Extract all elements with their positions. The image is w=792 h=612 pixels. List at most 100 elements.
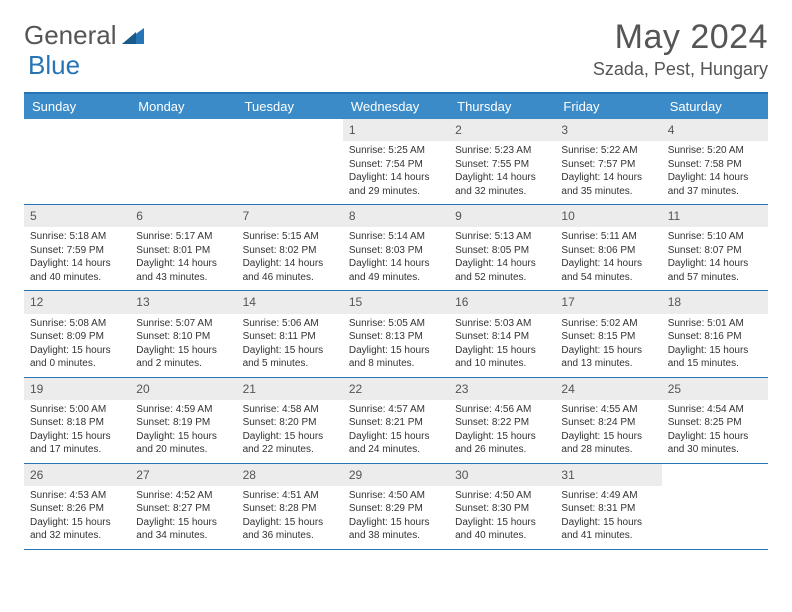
day-cell: 23Sunrise: 4:56 AMSunset: 8:22 PMDayligh… xyxy=(449,378,555,463)
sunset: Sunset: 8:18 PM xyxy=(30,416,124,430)
sunset: Sunset: 8:21 PM xyxy=(349,416,443,430)
day-body: Sunrise: 4:54 AMSunset: 8:25 PMDaylight:… xyxy=(662,400,768,463)
sunrise: Sunrise: 5:01 AM xyxy=(668,317,762,331)
dow-wed: Wednesday xyxy=(343,94,449,119)
sunset: Sunset: 7:59 PM xyxy=(30,244,124,258)
day-cell: 17Sunrise: 5:02 AMSunset: 8:15 PMDayligh… xyxy=(555,291,661,376)
sunrise: Sunrise: 4:49 AM xyxy=(561,489,655,503)
daylight: Daylight: 15 hours and 15 minutes. xyxy=(668,344,762,371)
day-number: 25 xyxy=(662,378,768,400)
sunrise: Sunrise: 4:54 AM xyxy=(668,403,762,417)
day-body: Sunrise: 5:00 AMSunset: 8:18 PMDaylight:… xyxy=(24,400,130,463)
daylight: Daylight: 14 hours and 57 minutes. xyxy=(668,257,762,284)
daylight: Daylight: 14 hours and 54 minutes. xyxy=(561,257,655,284)
logo-triangle-icon xyxy=(122,20,144,51)
sunrise: Sunrise: 5:22 AM xyxy=(561,144,655,158)
daylight: Daylight: 15 hours and 36 minutes. xyxy=(243,516,337,543)
daylight: Daylight: 15 hours and 10 minutes. xyxy=(455,344,549,371)
day-number xyxy=(24,119,130,125)
sunset: Sunset: 8:07 PM xyxy=(668,244,762,258)
sunrise: Sunrise: 5:14 AM xyxy=(349,230,443,244)
day-number: 23 xyxy=(449,378,555,400)
dow-fri: Friday xyxy=(555,94,661,119)
sunrise: Sunrise: 4:50 AM xyxy=(349,489,443,503)
day-body: Sunrise: 4:51 AMSunset: 8:28 PMDaylight:… xyxy=(237,486,343,549)
day-number: 21 xyxy=(237,378,343,400)
day-body: Sunrise: 5:01 AMSunset: 8:16 PMDaylight:… xyxy=(662,314,768,377)
logo-text-1: General xyxy=(24,20,117,51)
day-cell xyxy=(237,119,343,204)
daylight: Daylight: 14 hours and 43 minutes. xyxy=(136,257,230,284)
day-cell: 24Sunrise: 4:55 AMSunset: 8:24 PMDayligh… xyxy=(555,378,661,463)
daylight: Daylight: 15 hours and 24 minutes. xyxy=(349,430,443,457)
day-number: 3 xyxy=(555,119,661,141)
day-cell: 31Sunrise: 4:49 AMSunset: 8:31 PMDayligh… xyxy=(555,464,661,549)
day-body: Sunrise: 4:56 AMSunset: 8:22 PMDaylight:… xyxy=(449,400,555,463)
daylight: Daylight: 15 hours and 13 minutes. xyxy=(561,344,655,371)
sunrise: Sunrise: 4:50 AM xyxy=(455,489,549,503)
sunrise: Sunrise: 5:17 AM xyxy=(136,230,230,244)
daylight: Daylight: 15 hours and 32 minutes. xyxy=(30,516,124,543)
day-number xyxy=(662,464,768,470)
day-number: 5 xyxy=(24,205,130,227)
sunset: Sunset: 8:03 PM xyxy=(349,244,443,258)
daylight: Daylight: 15 hours and 41 minutes. xyxy=(561,516,655,543)
day-body: Sunrise: 5:08 AMSunset: 8:09 PMDaylight:… xyxy=(24,314,130,377)
day-body: Sunrise: 4:50 AMSunset: 8:30 PMDaylight:… xyxy=(449,486,555,549)
day-body: Sunrise: 5:07 AMSunset: 8:10 PMDaylight:… xyxy=(130,314,236,377)
sunset: Sunset: 8:15 PM xyxy=(561,330,655,344)
day-cell: 16Sunrise: 5:03 AMSunset: 8:14 PMDayligh… xyxy=(449,291,555,376)
day-body: Sunrise: 4:57 AMSunset: 8:21 PMDaylight:… xyxy=(343,400,449,463)
day-cell: 29Sunrise: 4:50 AMSunset: 8:29 PMDayligh… xyxy=(343,464,449,549)
day-body: Sunrise: 5:25 AMSunset: 7:54 PMDaylight:… xyxy=(343,141,449,204)
sunset: Sunset: 8:26 PM xyxy=(30,502,124,516)
daylight: Daylight: 14 hours and 37 minutes. xyxy=(668,171,762,198)
day-body: Sunrise: 5:23 AMSunset: 7:55 PMDaylight:… xyxy=(449,141,555,204)
sunrise: Sunrise: 5:25 AM xyxy=(349,144,443,158)
day-cell: 7Sunrise: 5:15 AMSunset: 8:02 PMDaylight… xyxy=(237,205,343,290)
sunrise: Sunrise: 5:07 AM xyxy=(136,317,230,331)
sunrise: Sunrise: 4:56 AM xyxy=(455,403,549,417)
dow-sat: Saturday xyxy=(662,94,768,119)
day-number: 22 xyxy=(343,378,449,400)
sunrise: Sunrise: 5:08 AM xyxy=(30,317,124,331)
day-cell: 3Sunrise: 5:22 AMSunset: 7:57 PMDaylight… xyxy=(555,119,661,204)
day-number: 13 xyxy=(130,291,236,313)
day-cell: 21Sunrise: 4:58 AMSunset: 8:20 PMDayligh… xyxy=(237,378,343,463)
sunset: Sunset: 8:11 PM xyxy=(243,330,337,344)
day-number: 28 xyxy=(237,464,343,486)
day-number: 26 xyxy=(24,464,130,486)
sunset: Sunset: 8:22 PM xyxy=(455,416,549,430)
sunrise: Sunrise: 4:55 AM xyxy=(561,403,655,417)
sunset: Sunset: 7:58 PM xyxy=(668,158,762,172)
daylight: Daylight: 15 hours and 20 minutes. xyxy=(136,430,230,457)
sunset: Sunset: 8:14 PM xyxy=(455,330,549,344)
day-cell: 13Sunrise: 5:07 AMSunset: 8:10 PMDayligh… xyxy=(130,291,236,376)
day-number: 20 xyxy=(130,378,236,400)
sunrise: Sunrise: 4:52 AM xyxy=(136,489,230,503)
day-cell: 11Sunrise: 5:10 AMSunset: 8:07 PMDayligh… xyxy=(662,205,768,290)
day-cell: 8Sunrise: 5:14 AMSunset: 8:03 PMDaylight… xyxy=(343,205,449,290)
day-number: 14 xyxy=(237,291,343,313)
day-number: 2 xyxy=(449,119,555,141)
week-row: 19Sunrise: 5:00 AMSunset: 8:18 PMDayligh… xyxy=(24,378,768,464)
day-body: Sunrise: 5:03 AMSunset: 8:14 PMDaylight:… xyxy=(449,314,555,377)
day-number: 19 xyxy=(24,378,130,400)
day-cell xyxy=(130,119,236,204)
day-cell: 5Sunrise: 5:18 AMSunset: 7:59 PMDaylight… xyxy=(24,205,130,290)
day-body: Sunrise: 5:13 AMSunset: 8:05 PMDaylight:… xyxy=(449,227,555,290)
daylight: Daylight: 15 hours and 22 minutes. xyxy=(243,430,337,457)
day-cell xyxy=(662,464,768,549)
daylight: Daylight: 15 hours and 30 minutes. xyxy=(668,430,762,457)
logo-text-2: Blue xyxy=(28,50,80,81)
sunset: Sunset: 8:13 PM xyxy=(349,330,443,344)
day-number: 16 xyxy=(449,291,555,313)
month-title: May 2024 xyxy=(593,18,768,57)
day-cell: 4Sunrise: 5:20 AMSunset: 7:58 PMDaylight… xyxy=(662,119,768,204)
daylight: Daylight: 15 hours and 26 minutes. xyxy=(455,430,549,457)
day-body: Sunrise: 4:52 AMSunset: 8:27 PMDaylight:… xyxy=(130,486,236,549)
daylight: Daylight: 14 hours and 49 minutes. xyxy=(349,257,443,284)
day-cell: 26Sunrise: 4:53 AMSunset: 8:26 PMDayligh… xyxy=(24,464,130,549)
day-cell: 19Sunrise: 5:00 AMSunset: 8:18 PMDayligh… xyxy=(24,378,130,463)
day-body: Sunrise: 4:50 AMSunset: 8:29 PMDaylight:… xyxy=(343,486,449,549)
